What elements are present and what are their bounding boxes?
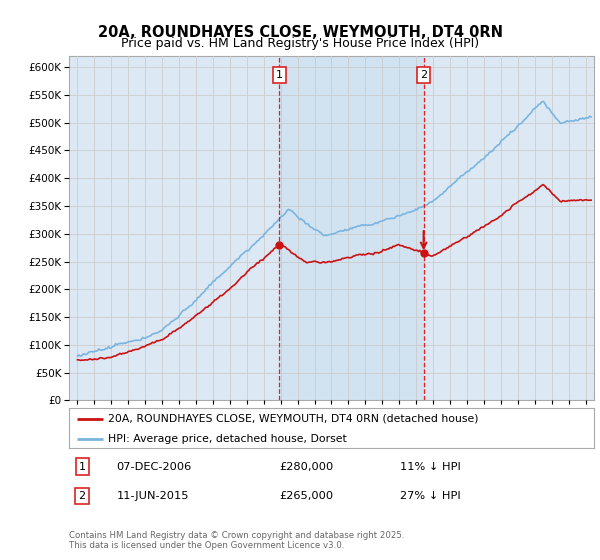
Text: 2: 2 — [79, 491, 86, 501]
Text: Contains HM Land Registry data © Crown copyright and database right 2025.
This d: Contains HM Land Registry data © Crown c… — [69, 531, 404, 550]
Text: 11-JUN-2015: 11-JUN-2015 — [116, 491, 189, 501]
Text: 20A, ROUNDHAYES CLOSE, WEYMOUTH, DT4 0RN (detached house): 20A, ROUNDHAYES CLOSE, WEYMOUTH, DT4 0RN… — [109, 414, 479, 424]
Text: 20A, ROUNDHAYES CLOSE, WEYMOUTH, DT4 0RN: 20A, ROUNDHAYES CLOSE, WEYMOUTH, DT4 0RN — [97, 25, 503, 40]
Text: £265,000: £265,000 — [279, 491, 333, 501]
Text: 1: 1 — [79, 461, 86, 472]
Text: 2: 2 — [420, 70, 427, 80]
Text: 1: 1 — [276, 70, 283, 80]
Bar — [280, 56, 424, 400]
Text: HPI: Average price, detached house, Dorset: HPI: Average price, detached house, Dors… — [109, 434, 347, 444]
Text: 07-DEC-2006: 07-DEC-2006 — [116, 461, 191, 472]
Text: 11% ↓ HPI: 11% ↓ HPI — [400, 461, 461, 472]
Text: £280,000: £280,000 — [279, 461, 333, 472]
Text: Price paid vs. HM Land Registry's House Price Index (HPI): Price paid vs. HM Land Registry's House … — [121, 36, 479, 50]
Text: 27% ↓ HPI: 27% ↓ HPI — [400, 491, 461, 501]
